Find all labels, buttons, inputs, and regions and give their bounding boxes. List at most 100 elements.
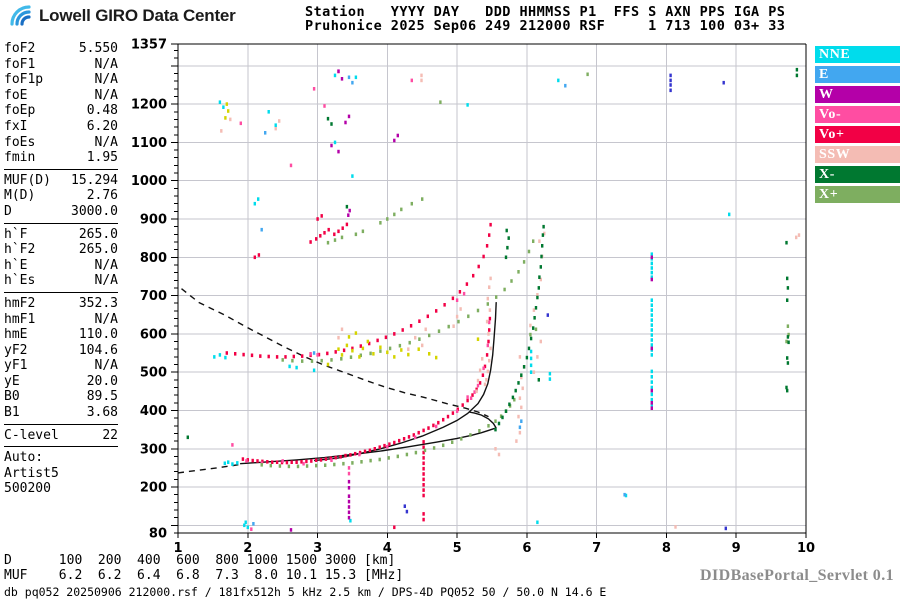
parameter-value: N/A [94, 56, 118, 72]
parameter-value: 15.294 [71, 172, 118, 188]
svg-text:6: 6 [522, 541, 531, 556]
nne-scatter [213, 73, 731, 530]
parameter-row: yF1 N/A [4, 358, 118, 374]
e-scatter [252, 75, 626, 526]
parameter-value: 6.20 [86, 118, 118, 134]
parameter-row: hmF1 N/A [4, 312, 118, 328]
parameter-row: fxI 6.20 [4, 119, 118, 135]
legend-item-nne: NNE [815, 46, 900, 63]
parameter-label: fxI [4, 118, 28, 134]
parameter-row: h`Es N/A [4, 273, 118, 289]
svg-text:2: 2 [243, 541, 252, 556]
status-line: db pq052 20250906 212000.rsf / 181fx512h… [4, 585, 607, 599]
parameter-label: hmF1 [4, 311, 36, 327]
ssw-scatter [220, 73, 801, 529]
parameter-value: 5.550 [78, 41, 118, 56]
parameter-row: h`E N/A [4, 258, 118, 274]
distance-row: D 100 200 400 600 800 1000 1500 3000 [km… [4, 553, 396, 568]
parameter-row: h`F2 265.0 [4, 242, 118, 258]
parameter-label: hmF2 [4, 295, 36, 311]
x-plus-f2-trace [260, 397, 516, 469]
parameter-row: foE N/A [4, 88, 118, 104]
parameter-row: foF1 N/A [4, 57, 118, 73]
svg-text:800: 800 [140, 251, 167, 266]
parameter-value: 1.95 [86, 150, 118, 166]
y-axis-ticks: 1357 1200 1100 1000 900 800 700 600 500 400 300 200… [131, 38, 178, 542]
logo-text: Lowell GIRO Data Center [39, 6, 236, 25]
svg-text:1000: 1000 [131, 174, 167, 189]
svg-text:500: 500 [140, 366, 167, 381]
parameter-label: Artist5 [4, 465, 59, 481]
legend-item-x: X+ [815, 186, 900, 203]
svg-text:9: 9 [732, 541, 741, 556]
legend-item-w: W [815, 86, 900, 103]
parameter-label: hmE [4, 327, 28, 343]
parameter-panel: foF2 5.550 foF1 N/A foF1p N/A foE N/A foEp 0.48 fx… [4, 41, 118, 497]
svg-text:5: 5 [453, 541, 462, 556]
parameter-row: Artist5 [4, 466, 118, 482]
parameter-value: N/A [94, 273, 118, 289]
parameter-value: 0.48 [86, 103, 118, 119]
parameter-value: 104.6 [78, 342, 118, 358]
parameter-label: yE [4, 373, 20, 389]
parameter-label: foF1 [4, 56, 36, 72]
panel-divider [4, 423, 118, 425]
legend-item-ssw: SSW [815, 146, 900, 163]
gridlines [178, 44, 806, 533]
panel-divider [4, 446, 118, 448]
parameter-row: 500200 [4, 481, 118, 497]
servlet-version-label: DIDBasePortal_Servlet 0.1 [700, 567, 894, 584]
x-plus-third-order [326, 72, 589, 245]
parameter-row: h`F 265.0 [4, 227, 118, 243]
svg-text:10: 10 [797, 541, 815, 556]
parameter-row: B0 89.5 [4, 389, 118, 405]
parameter-label: h`E [4, 257, 28, 273]
sub-fmin-extension [177, 463, 241, 474]
legend-item-e: E [815, 66, 900, 83]
parameter-value: 2.76 [86, 188, 118, 204]
transmission-curve [181, 288, 489, 418]
parameter-value: 3000.0 [71, 203, 118, 219]
parameter-value: N/A [94, 358, 118, 374]
parameter-value: N/A [94, 311, 118, 327]
parameter-label: foEp [4, 103, 36, 119]
station-header-values: Pruhonice 2025 Sep06 249 212000 RSF 1 71… [305, 18, 786, 34]
w-scatter [289, 69, 653, 532]
parameter-row: D 3000.0 [4, 204, 118, 220]
svg-text:1100: 1100 [131, 136, 167, 151]
parameter-label: Auto: [4, 450, 44, 466]
legend-item-vo: Vo+ [815, 126, 900, 143]
giro-wave-icon [10, 5, 31, 26]
plot-border [177, 43, 807, 534]
yellow-scatter [224, 102, 480, 367]
legend-item-vo: Vo- [815, 106, 900, 123]
unclassified-blue-scatter [403, 73, 727, 531]
svg-text:4: 4 [383, 541, 392, 556]
muf-row: MUF 6.2 6.2 6.4 6.8 7.3 8.0 10.1 15.3 [M… [4, 568, 404, 583]
svg-text:8: 8 [662, 541, 671, 556]
x-minus-scatter [186, 67, 799, 440]
parameter-row: B1 3.68 [4, 405, 118, 421]
parameter-value: 89.5 [86, 389, 118, 405]
vo-plus-second-order-trace [225, 222, 492, 359]
svg-text:7: 7 [592, 541, 601, 556]
parameter-label: 500200 [4, 481, 51, 497]
panel-divider [4, 222, 118, 224]
x-plus-second-order-trace [281, 239, 790, 363]
echo-type-legend: NNE E W Vo- Vo+ SSW X- X+ [815, 46, 900, 206]
vo-plus-f2-trace [241, 316, 492, 465]
parameter-label: foF2 [4, 41, 36, 56]
station-header-columns: Station YYYY DAY DDD HHMMSS P1 FFS S AXN… [305, 4, 786, 20]
parameter-label: yF1 [4, 358, 28, 374]
parameter-row: M(D) 2.76 [4, 188, 118, 204]
parameter-label: h`Es [4, 273, 36, 289]
parameter-row: yF2 104.6 [4, 343, 118, 359]
legend-item-x: X- [815, 166, 900, 183]
parameter-value: 20.0 [86, 373, 118, 389]
parameter-value: N/A [94, 134, 118, 150]
parameter-row: hmE 110.0 [4, 327, 118, 343]
parameter-value: 265.0 [78, 242, 118, 258]
parameter-label: h`F [4, 226, 28, 242]
